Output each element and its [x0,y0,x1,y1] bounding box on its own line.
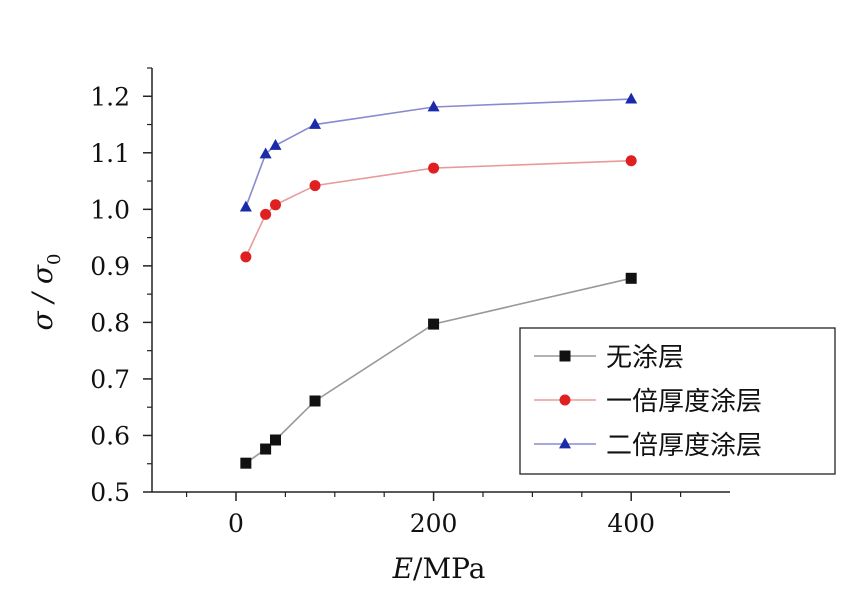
y-axis-title-main: σ / σ [26,264,59,330]
y-axis-title-group: σ / σ0 [26,254,65,331]
data-point [428,318,440,330]
series-line [245,98,632,208]
y-tick-label: 0.5 [90,478,130,507]
series-layer [239,92,638,469]
legend-marker [559,350,571,362]
data-point [270,434,282,446]
y-tick-label: 1.2 [90,82,130,111]
y-tick-label: 1.0 [90,195,130,224]
series-3 [239,92,638,212]
data-point [270,199,282,211]
y-tick-label: 0.8 [90,308,130,337]
x-tick-label: 0 [228,509,244,538]
y-tick-label: 0.9 [90,252,130,281]
data-point [240,251,252,263]
data-point [309,395,321,407]
x-axis-title-unit: /MPa [413,552,485,585]
series-2 [240,155,637,263]
y-tick-label: 0.7 [90,365,130,394]
data-point [309,118,322,129]
data-point [625,155,637,167]
data-point [428,162,440,174]
y-axis-title-subscript: 0 [44,254,65,265]
data-point [625,92,638,104]
data-point [259,147,272,159]
legend-entry: 一倍厚度涂层 [534,387,762,417]
data-point [309,180,321,192]
series-1 [240,272,637,469]
legend-label: 二倍厚度涂层 [606,431,762,461]
legend-marker [559,437,571,449]
x-axis-title: E/MPa [392,552,486,585]
legend-label: 一倍厚度涂层 [606,387,762,417]
data-point [260,208,272,220]
data-point [269,138,282,150]
legend-entry: 无涂层 [534,343,684,373]
legend-label: 无涂层 [606,343,684,373]
series-line [245,159,632,258]
legend-box [519,327,836,475]
legend-entry: 二倍厚度涂层 [534,431,762,461]
data-point [427,100,440,112]
y-tick-label: 0.6 [90,421,130,450]
x-tick-label: 200 [410,509,458,538]
y-axis-title: σ / σ0 [26,254,65,331]
data-point [625,272,637,284]
data-point [260,443,272,455]
legend-marker [559,394,571,406]
y-tick-label: 1.1 [90,139,130,168]
data-point [240,457,252,469]
axes: 0.5 0.6 0.7 0.8 0.9 1.0 1.1 1.2 0 200 400 E/MPa σ / … [26,67,730,585]
x-tick-label: 400 [607,509,655,538]
x-axis-title-var: E [392,552,413,585]
data-point [239,200,252,212]
